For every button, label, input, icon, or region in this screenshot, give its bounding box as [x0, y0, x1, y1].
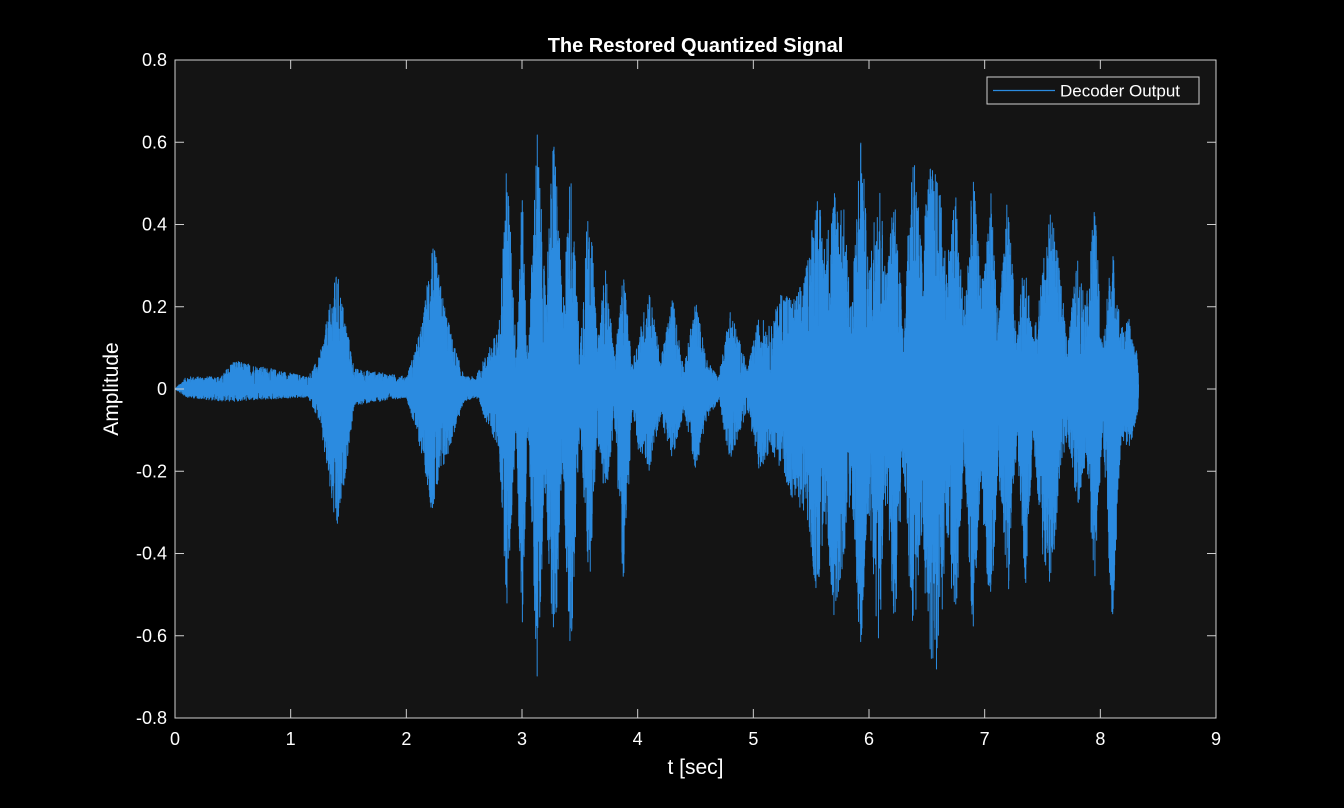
- y-tick-label: 0.4: [142, 215, 167, 235]
- x-tick-label: 1: [286, 729, 296, 749]
- x-tick-label: 8: [1095, 729, 1105, 749]
- y-axis-label: Amplitude: [100, 342, 123, 435]
- x-tick-label: 2: [401, 729, 411, 749]
- legend-label-decoder-output: Decoder Output: [1060, 82, 1180, 101]
- x-tick-label: 6: [864, 729, 874, 749]
- x-axis: 0 1 2 3 4 5 6 7 8 9: [170, 60, 1221, 749]
- signal-trace: [174, 134, 1139, 677]
- x-tick-label: 7: [980, 729, 990, 749]
- y-tick-label: 0.2: [142, 297, 167, 317]
- y-tick-label: -0.2: [136, 461, 167, 481]
- y-tick-label: -0.6: [136, 626, 167, 646]
- x-tick-label: 4: [633, 729, 643, 749]
- y-tick-label: 0.8: [142, 50, 167, 70]
- x-tick-label: 5: [748, 729, 758, 749]
- series-decoder-output-line: [174, 134, 1139, 677]
- x-tick-label: 3: [517, 729, 527, 749]
- y-tick-label: -0.8: [136, 708, 167, 728]
- x-tick-label: 9: [1211, 729, 1221, 749]
- y-axis: 0.8 0.6 0.4 0.2 0 -0.2 -0.4 -0.6 -0.8: [136, 50, 1216, 728]
- y-tick-label: -0.4: [136, 544, 167, 564]
- x-tick-label: 0: [170, 729, 180, 749]
- y-tick-label: 0: [157, 379, 167, 399]
- y-tick-label: 0.6: [142, 132, 167, 152]
- legend: Decoder Output: [986, 76, 1200, 105]
- chart-title: The Restored Quantized Signal: [548, 35, 844, 57]
- x-axis-label: t [sec]: [667, 756, 723, 779]
